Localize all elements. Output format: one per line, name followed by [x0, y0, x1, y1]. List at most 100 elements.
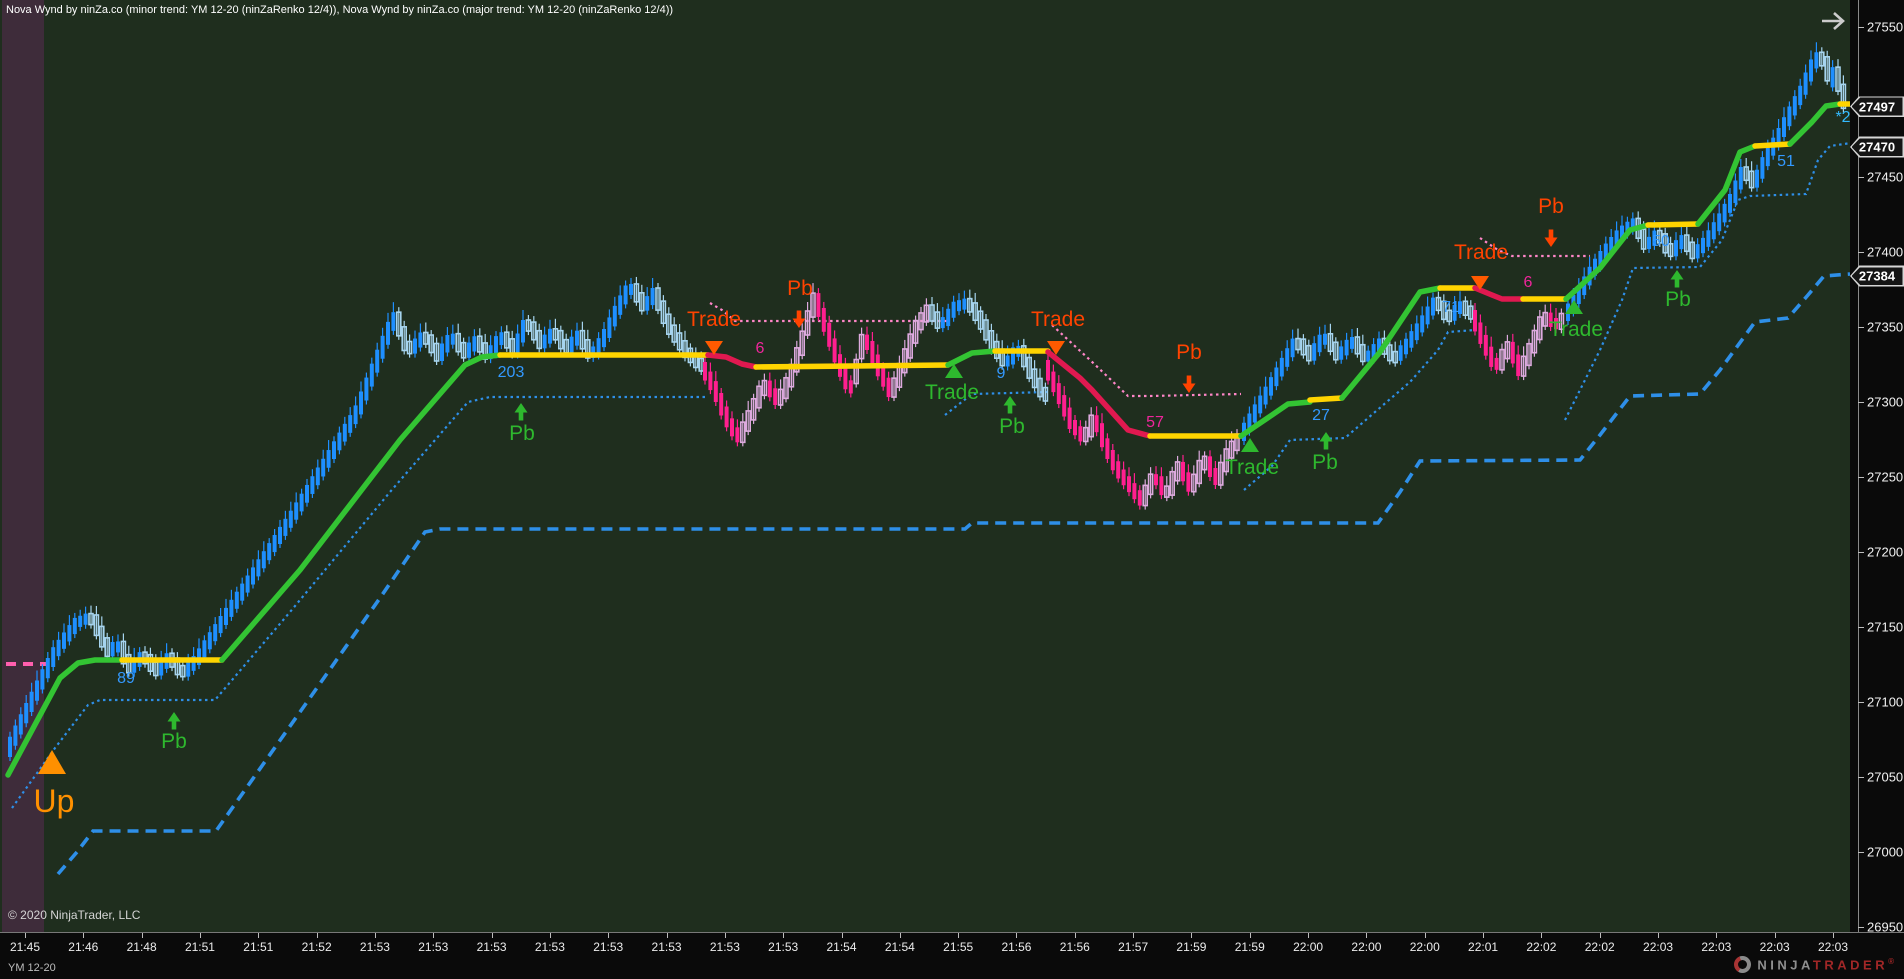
renko-bar	[1020, 345, 1027, 368]
time-tick-label: 21:52	[301, 940, 332, 954]
price-tick	[1858, 27, 1864, 28]
renko-bar	[972, 302, 979, 322]
flat-count-label: *2	[1835, 109, 1850, 126]
renko-bar	[1537, 316, 1543, 341]
renko-bar	[197, 648, 201, 666]
renko-bar	[1191, 473, 1197, 493]
renko-bar	[612, 305, 617, 327]
chart-plot-area[interactable]: Trade Trade Trade Trade Trade Trade Pb Pb Pb Pb Pb…	[0, 0, 1850, 932]
renko-bar	[1625, 221, 1630, 235]
price-tick-label: 27400	[1867, 244, 1904, 260]
renko-bar	[1679, 235, 1684, 250]
renko-bar	[591, 346, 596, 358]
price-marker-value: 27470	[1851, 138, 1903, 156]
renko-bar	[132, 657, 137, 673]
trade-long-label: Trade	[1225, 456, 1279, 479]
renko-bar	[1290, 338, 1295, 358]
renko-bar	[645, 296, 650, 311]
renko-bar	[665, 313, 672, 335]
renko-bar	[1499, 348, 1505, 371]
renko-bar	[1392, 350, 1398, 364]
renko-bar	[440, 343, 444, 361]
renko-bar	[865, 334, 869, 350]
time-tick	[1658, 933, 1660, 938]
price-tick	[1858, 927, 1864, 928]
renko-bar	[1695, 244, 1700, 259]
time-axis[interactable]: YM 12-20 NINJATRADER® 21:45 21:46 21:48 21:…	[0, 932, 1904, 979]
renko-bar	[67, 625, 72, 642]
time-tick	[666, 933, 668, 938]
price-tick-label: 27550	[1867, 19, 1904, 35]
renko-bar	[51, 647, 56, 667]
renko-bar	[472, 336, 477, 352]
time-tick-label: 21:54	[826, 940, 857, 954]
renko-bar	[853, 358, 860, 385]
renko-bar	[278, 526, 282, 544]
minor-trend-line-yellow	[753, 362, 951, 370]
renko-bar	[1494, 357, 1499, 370]
renko-bar	[1733, 180, 1738, 203]
renko-bar	[186, 661, 191, 677]
renko-bar	[1354, 336, 1361, 355]
renko-bar	[207, 632, 212, 650]
renko-bar	[1295, 337, 1301, 351]
time-tick	[549, 933, 551, 938]
renko-bar	[1803, 72, 1808, 95]
renko-bar	[1174, 461, 1181, 482]
time-tick-label: 21:53	[418, 940, 449, 954]
minor-trend-line-yellow	[1752, 141, 1793, 149]
renko-bar	[1835, 66, 1841, 92]
renko-bar	[569, 336, 574, 353]
price-marker-value: 27384	[1851, 267, 1903, 285]
price-tick-label: 27450	[1867, 169, 1904, 185]
renko-bar	[99, 625, 105, 648]
minor-trend-line-red	[1472, 285, 1526, 302]
renko-bar	[45, 658, 50, 679]
renko-bar	[1473, 310, 1477, 332]
renko-bar	[120, 640, 127, 665]
minor-trend-line-green	[1787, 101, 1843, 147]
pan-right-arrow-icon[interactable]	[1818, 6, 1850, 34]
renko-bar	[671, 324, 678, 343]
renko-bar	[202, 640, 207, 658]
renko-bar	[213, 624, 218, 642]
renko-bar	[1782, 117, 1786, 137]
flat-count-label: 27	[1312, 407, 1330, 424]
renko-bar	[364, 377, 369, 401]
renko-bar	[1814, 52, 1819, 69]
renko-bar	[494, 336, 498, 355]
time-tick-label: 21:56	[1001, 940, 1032, 954]
pullback-short-label: Pb	[1538, 195, 1564, 218]
renko-bar	[901, 348, 908, 374]
renko-bar	[1743, 166, 1749, 182]
renko-bar	[1614, 230, 1619, 246]
renko-bar	[467, 342, 471, 358]
time-tick-label: 21:53	[359, 940, 390, 954]
renko-bar	[110, 642, 115, 657]
pullback-long-arrow-icon	[1670, 270, 1684, 288]
renko-bar	[1387, 344, 1393, 362]
renko-bar	[575, 330, 579, 346]
renko-bar	[767, 380, 772, 398]
time-tick	[141, 933, 143, 938]
renko-bar	[660, 300, 667, 325]
renko-bar	[1046, 360, 1050, 381]
pullback-short-arrow-icon	[1182, 375, 1196, 393]
pullback-long-arrow-icon	[167, 712, 181, 730]
renko-bar	[395, 311, 402, 337]
renko-bar	[1722, 203, 1727, 223]
trade-short-triangle-icon	[705, 341, 723, 355]
renko-bar	[321, 458, 326, 477]
time-tick	[199, 933, 201, 938]
price-axis[interactable]: 27550 27450 27400 27350 27300 27250 27200 27150…	[1850, 0, 1904, 935]
flat-count-label: 71	[1442, 299, 1460, 316]
renko-bar	[267, 543, 272, 561]
renko-bar	[1760, 157, 1765, 179]
minor-stop-dotted-blue	[1564, 142, 1850, 421]
renko-bar	[713, 381, 718, 402]
renko-bar	[773, 388, 778, 405]
renko-bar	[1228, 440, 1235, 459]
logo-registered-mark: ®	[1888, 956, 1894, 966]
price-tick	[1858, 777, 1864, 778]
time-tick-label: 22:00	[1293, 940, 1324, 954]
